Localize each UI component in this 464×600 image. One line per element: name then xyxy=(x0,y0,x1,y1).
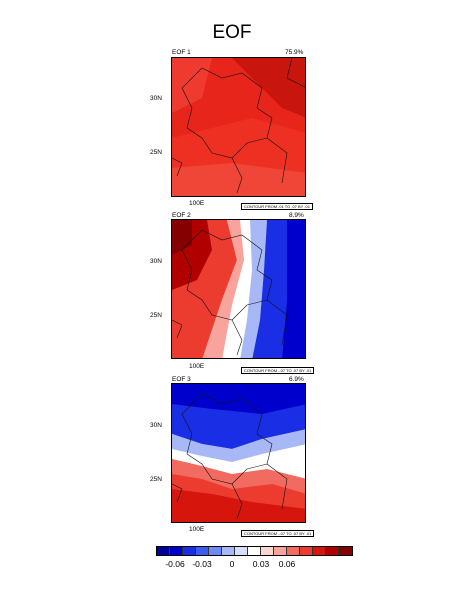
panel-1-lat-25n: 25N xyxy=(150,149,162,156)
eof2-map xyxy=(171,219,306,359)
panel-1-contour-info: CONTOUR FROM .01 TO .07 BY .01 xyxy=(241,203,313,210)
colorbar-swatch xyxy=(209,547,222,555)
panel-2-lat-30n: 30N xyxy=(150,258,162,265)
colorbar-swatch xyxy=(287,547,300,555)
panel-2-label: EOF 2 xyxy=(172,212,191,219)
colorbar-label-zero: 0 xyxy=(229,559,235,569)
colorbar-swatch xyxy=(183,547,196,555)
colorbar-label-003: 0.03 xyxy=(252,559,270,569)
colorbar-swatch xyxy=(248,547,261,555)
colorbar-swatch xyxy=(261,547,274,555)
colorbar-swatch xyxy=(274,547,287,555)
panel-2-lon-100e: 100E xyxy=(189,363,205,370)
panel-3-lon-100e: 100E xyxy=(189,526,205,533)
colorbar-swatch xyxy=(170,547,183,555)
panel-1-lat-30n: 30N xyxy=(150,95,162,102)
panel-2-lat-25n: 25N xyxy=(150,312,162,319)
eof3-map xyxy=(171,383,306,523)
colorbar-swatch xyxy=(339,547,352,555)
panel-1-variance: 75.9% xyxy=(285,49,304,56)
panel-3-lat-25n: 25N xyxy=(150,476,162,483)
panel-3-contour-info: CONTOUR FROM -.07 TO .07 BY .01 xyxy=(241,530,315,537)
colorbar-label-neg-003: -0.03 xyxy=(192,559,212,569)
colorbar-label-006: 0.06 xyxy=(278,559,296,569)
panel-2-variance: 8.9% xyxy=(289,212,304,219)
figure-title: EOF xyxy=(212,22,252,43)
eof1-map xyxy=(171,57,306,197)
colorbar-swatch xyxy=(326,547,339,555)
colorbar-swatch xyxy=(235,547,248,555)
panel-2-contour-info: CONTOUR FROM -.07 TO .07 BY .01 xyxy=(241,367,315,374)
panel-3-variance: 6.9% xyxy=(289,376,304,383)
colorbar-swatch xyxy=(196,547,209,555)
colorbar-swatch xyxy=(313,547,326,555)
panel-1-label: EOF 1 xyxy=(172,49,191,56)
panel-3-lat-30n: 30N xyxy=(150,422,162,429)
colorbar-label-neg-006: -0.06 xyxy=(165,559,185,569)
panel-1-lon-100e: 100E xyxy=(189,200,205,207)
colorbar-swatch xyxy=(157,547,170,555)
panel-3-label: EOF 3 xyxy=(172,376,191,383)
colorbar-swatch xyxy=(222,547,235,555)
colorbar-swatch xyxy=(300,547,313,555)
colorbar xyxy=(156,546,353,556)
